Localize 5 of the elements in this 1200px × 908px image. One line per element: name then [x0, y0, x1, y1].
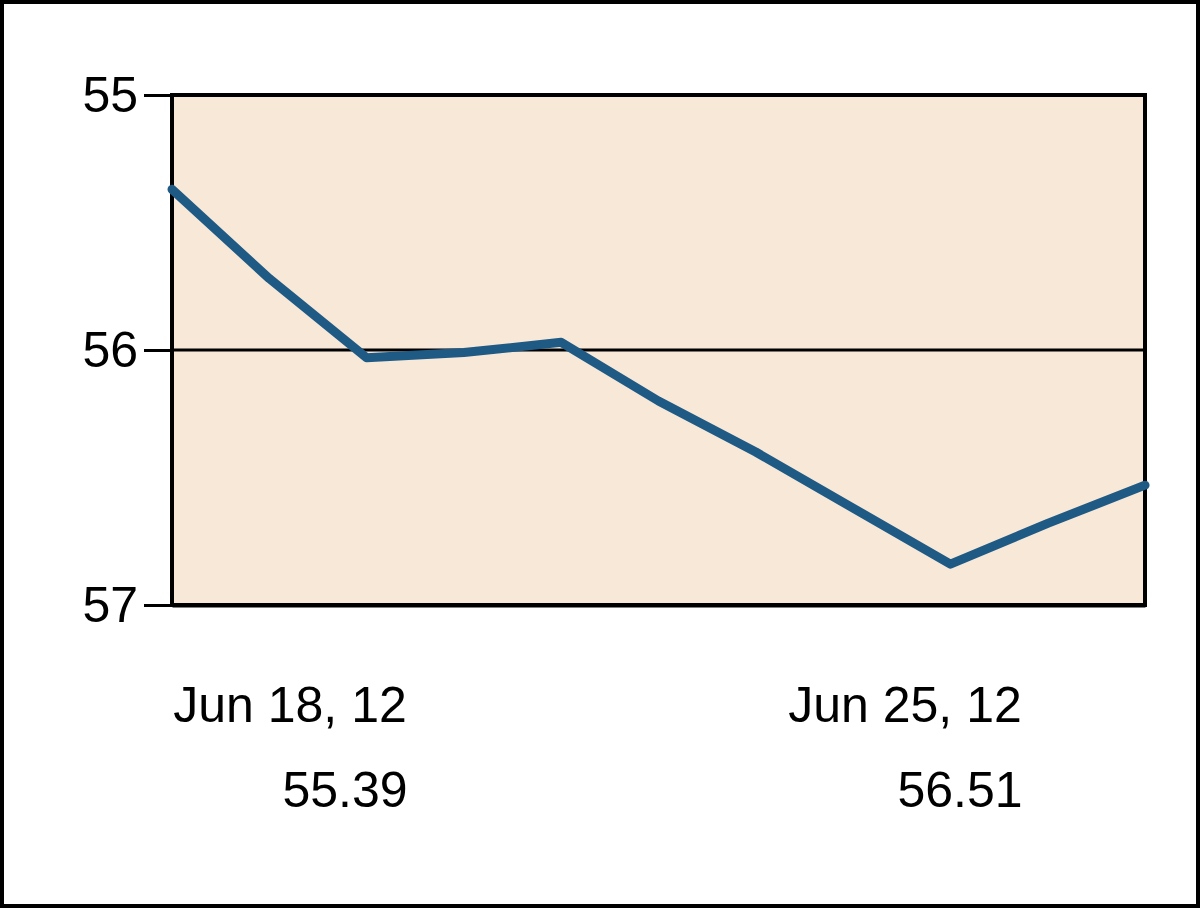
text: Jun 18, 12 55.39	[173, 677, 408, 818]
y-tick-label: 57	[82, 576, 138, 633]
text: Jun 25, 12 56.51	[788, 677, 1023, 818]
y-tick-label: 56	[82, 321, 138, 378]
y-tick-label: 55	[82, 66, 138, 123]
